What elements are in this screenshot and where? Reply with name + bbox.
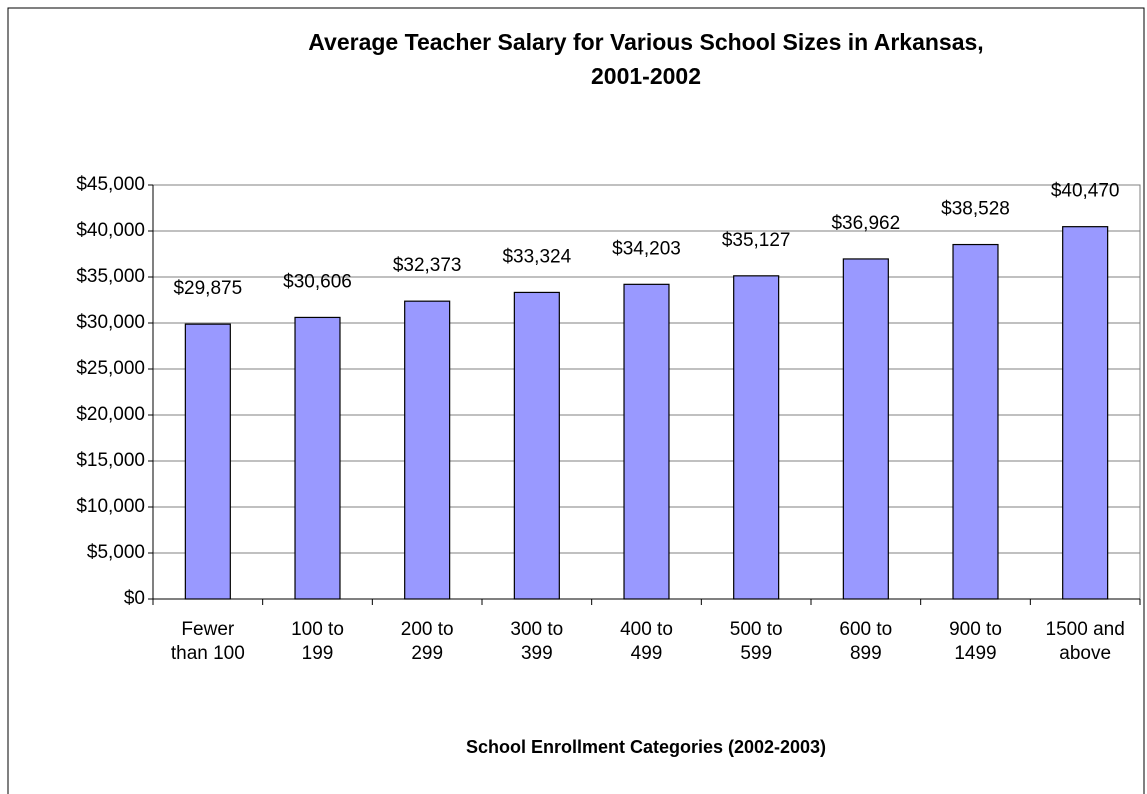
y-tick-label: $0 xyxy=(124,588,145,609)
x-tick-label: 599 xyxy=(740,643,772,664)
x-tick-label: 399 xyxy=(521,643,553,664)
y-tick-label: $40,000 xyxy=(76,220,145,241)
x-tick-label: above xyxy=(1059,643,1111,664)
bar xyxy=(733,275,780,600)
data-label: $40,470 xyxy=(1051,181,1120,202)
x-tick-label: 499 xyxy=(631,643,663,664)
chart-title: Average Teacher Salary for Various Schoo… xyxy=(308,29,983,55)
x-tick-label: than 100 xyxy=(171,643,245,664)
x-tick-label: 899 xyxy=(850,643,882,664)
y-tick-label: $10,000 xyxy=(76,496,145,517)
x-tick-label: 300 to xyxy=(510,619,563,640)
chart-frame xyxy=(7,7,1145,794)
y-tick-label: $30,000 xyxy=(76,312,145,333)
data-label: $30,606 xyxy=(283,271,352,292)
bar xyxy=(294,316,341,600)
y-tick-label: $15,000 xyxy=(76,450,145,471)
x-tick-label: 400 to xyxy=(620,619,673,640)
x-axis-title: School Enrollment Categories (2002-2003) xyxy=(466,737,826,757)
y-tick-label: $25,000 xyxy=(76,358,145,379)
bar xyxy=(184,323,231,600)
x-tick-label: Fewer xyxy=(181,619,234,640)
data-label: $35,127 xyxy=(722,230,791,251)
bar xyxy=(404,300,451,600)
bar xyxy=(513,291,560,600)
data-label: $34,203 xyxy=(612,238,681,259)
x-tick-label: 200 to xyxy=(401,619,454,640)
x-tick-label: 900 to xyxy=(949,619,1002,640)
data-label: $33,324 xyxy=(502,246,571,267)
x-tick-label: 500 to xyxy=(730,619,783,640)
data-label: $32,373 xyxy=(393,255,462,276)
bar xyxy=(623,283,670,600)
bar xyxy=(1062,226,1109,600)
x-tick-label: 600 to xyxy=(839,619,892,640)
data-label: $38,528 xyxy=(941,199,1010,220)
x-tick-label: 100 to xyxy=(291,619,344,640)
x-tick-label: 199 xyxy=(302,643,334,664)
y-tick-label: $45,000 xyxy=(76,174,145,195)
y-tick-label: $5,000 xyxy=(87,542,145,563)
y-tick-label: $20,000 xyxy=(76,404,145,425)
bar xyxy=(952,243,999,600)
data-label: $36,962 xyxy=(831,213,900,234)
y-tick-label: $35,000 xyxy=(76,266,145,287)
bar xyxy=(842,258,889,600)
chart-title: 2001-2002 xyxy=(591,63,701,89)
x-tick-label: 1499 xyxy=(954,643,996,664)
x-tick-label: 1500 and xyxy=(1046,619,1125,640)
x-tick-label: 299 xyxy=(411,643,443,664)
data-label: $29,875 xyxy=(173,278,242,299)
